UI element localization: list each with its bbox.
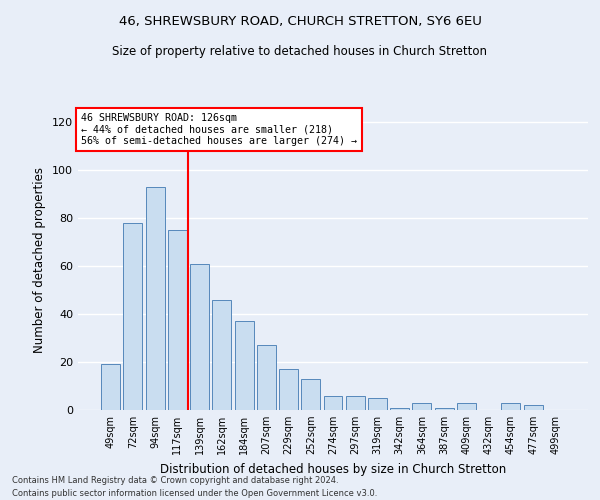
Bar bbox=[235, 321, 254, 410]
Bar bbox=[257, 345, 276, 410]
Bar bbox=[457, 403, 476, 410]
Text: 46, SHREWSBURY ROAD, CHURCH STRETTON, SY6 6EU: 46, SHREWSBURY ROAD, CHURCH STRETTON, SY… bbox=[119, 15, 481, 28]
X-axis label: Distribution of detached houses by size in Church Stretton: Distribution of detached houses by size … bbox=[160, 462, 506, 475]
Text: 46 SHREWSBURY ROAD: 126sqm
← 44% of detached houses are smaller (218)
56% of sem: 46 SHREWSBURY ROAD: 126sqm ← 44% of deta… bbox=[80, 113, 356, 146]
Bar bbox=[190, 264, 209, 410]
Bar bbox=[435, 408, 454, 410]
Bar bbox=[323, 396, 343, 410]
Text: Contains public sector information licensed under the Open Government Licence v3: Contains public sector information licen… bbox=[12, 488, 377, 498]
Bar bbox=[346, 396, 365, 410]
Bar bbox=[502, 403, 520, 410]
Bar bbox=[212, 300, 231, 410]
Bar bbox=[168, 230, 187, 410]
Y-axis label: Number of detached properties: Number of detached properties bbox=[34, 167, 46, 353]
Text: Contains HM Land Registry data © Crown copyright and database right 2024.: Contains HM Land Registry data © Crown c… bbox=[12, 476, 338, 485]
Bar bbox=[524, 405, 542, 410]
Bar bbox=[368, 398, 387, 410]
Bar bbox=[146, 187, 164, 410]
Bar bbox=[101, 364, 120, 410]
Bar bbox=[279, 369, 298, 410]
Bar bbox=[301, 379, 320, 410]
Bar bbox=[124, 223, 142, 410]
Bar bbox=[390, 408, 409, 410]
Text: Size of property relative to detached houses in Church Stretton: Size of property relative to detached ho… bbox=[113, 45, 487, 58]
Bar bbox=[412, 403, 431, 410]
